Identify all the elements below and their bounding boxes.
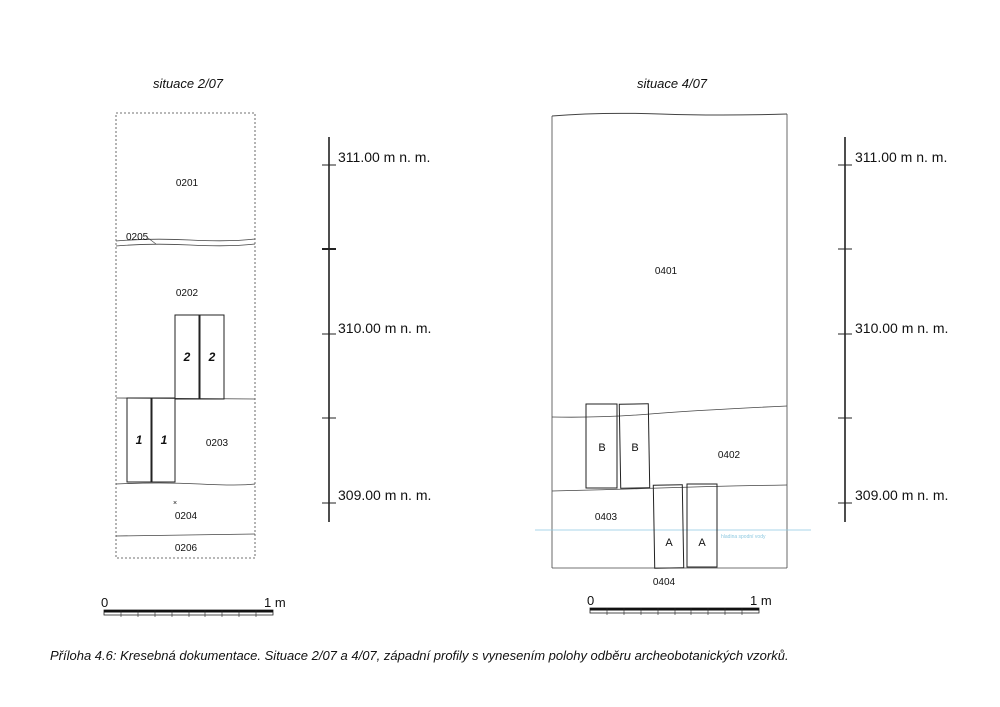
- layer-label: 0203: [206, 438, 229, 449]
- sample-label: 1: [136, 433, 143, 447]
- elevation-label: 310.00 m n. m.: [338, 320, 431, 336]
- layer-label: 0201: [176, 178, 199, 189]
- left-sample-boxes: [126, 314, 225, 483]
- layer-label: 0205: [126, 232, 149, 243]
- left-section-outline: [115, 112, 256, 559]
- elevation-label: 310.00 m n. m.: [855, 320, 948, 336]
- right-section-outline: [551, 112, 788, 569]
- elevation-scale-right: [838, 137, 852, 522]
- point-marker: ×: [173, 500, 177, 507]
- scale-bar-right: [589, 607, 760, 615]
- layer-label: 0204: [175, 511, 198, 522]
- elevation-label: 311.00 m n. m.: [855, 149, 947, 165]
- layer-label: 0401: [655, 266, 678, 277]
- layer-label: 0403: [595, 512, 618, 523]
- right-section-title: situace 4/07: [637, 76, 708, 91]
- elevation-label: 309.00 m n. m.: [855, 487, 948, 503]
- elevation-label: 309.00 m n. m.: [338, 487, 431, 503]
- sample-label: B: [598, 442, 605, 454]
- left-section-title: situace 2/07: [153, 76, 224, 91]
- scale-end-label: 1 m: [264, 595, 286, 610]
- layer-label: 0206: [175, 543, 198, 554]
- sample-label: A: [665, 537, 673, 549]
- sample-label: 2: [208, 350, 216, 364]
- scale-bar-left: [103, 609, 274, 617]
- sample-label: B: [631, 442, 638, 454]
- sample-label: 1: [161, 433, 168, 447]
- scale-start-label: 0: [101, 595, 108, 610]
- elevation-scale-left: [322, 137, 336, 522]
- right-sample-boxes: [585, 403, 718, 569]
- sample-label: A: [698, 537, 706, 549]
- scale-end-label: 1 m: [750, 593, 772, 608]
- layer-label: 0404: [653, 577, 676, 588]
- sample-label: 2: [183, 350, 191, 364]
- layer-label: 0402: [718, 450, 741, 461]
- groundwater-label: hladina spodní vody: [721, 534, 766, 540]
- elevation-label: 311.00 m n. m.: [338, 149, 430, 165]
- figure-caption: Příloha 4.6: Kresebná dokumentace. Situa…: [50, 648, 789, 663]
- scale-start-label: 0: [587, 593, 594, 608]
- layer-label: 0202: [176, 288, 199, 299]
